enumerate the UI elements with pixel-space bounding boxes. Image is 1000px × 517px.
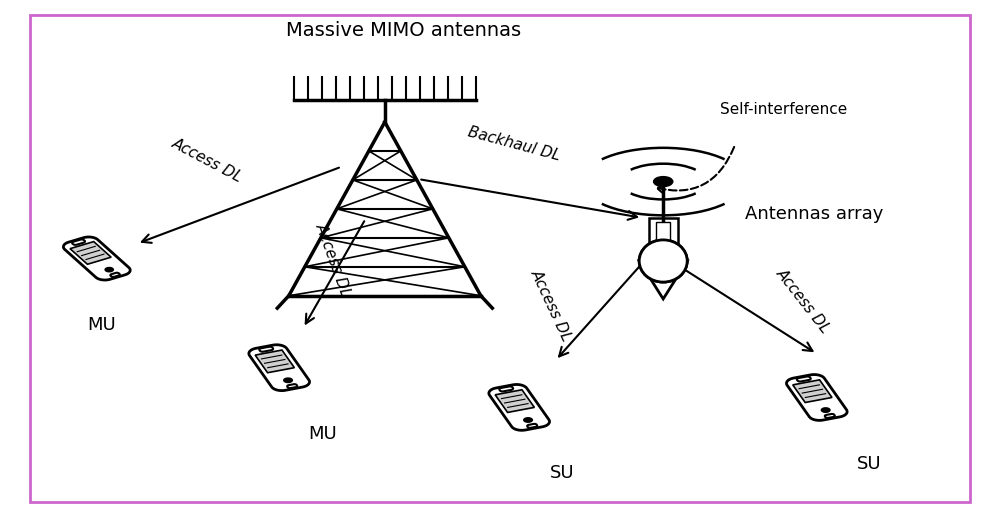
Polygon shape <box>825 414 835 418</box>
Text: Access DL: Access DL <box>774 266 833 336</box>
Polygon shape <box>489 385 550 430</box>
Polygon shape <box>72 239 85 245</box>
Polygon shape <box>287 384 297 388</box>
Circle shape <box>821 408 830 412</box>
Ellipse shape <box>639 240 687 282</box>
Circle shape <box>654 177 673 187</box>
Polygon shape <box>786 374 847 420</box>
Text: SU: SU <box>857 454 882 473</box>
Text: MU: MU <box>308 425 337 443</box>
Text: Access DL: Access DL <box>528 267 575 344</box>
Polygon shape <box>249 345 310 391</box>
Polygon shape <box>70 241 111 264</box>
Polygon shape <box>110 273 120 277</box>
Text: Massive MIMO antennas: Massive MIMO antennas <box>286 21 522 40</box>
Polygon shape <box>495 390 534 413</box>
Polygon shape <box>793 380 832 403</box>
Text: Access DL: Access DL <box>313 220 353 298</box>
Text: MU: MU <box>87 315 116 333</box>
Polygon shape <box>639 261 687 299</box>
Polygon shape <box>797 376 811 382</box>
Text: Access DL: Access DL <box>169 135 245 185</box>
Circle shape <box>105 267 113 272</box>
Ellipse shape <box>639 240 687 282</box>
Text: Backhaul DL: Backhaul DL <box>467 124 562 163</box>
Bar <box>656 222 670 241</box>
Circle shape <box>284 378 292 383</box>
Text: Antennas array: Antennas array <box>745 205 883 223</box>
Polygon shape <box>259 347 273 352</box>
Text: SU: SU <box>550 464 575 482</box>
Text: Self-interference: Self-interference <box>720 102 847 117</box>
Circle shape <box>524 418 532 422</box>
Polygon shape <box>255 350 294 373</box>
Bar <box>649 218 678 245</box>
Polygon shape <box>63 237 130 280</box>
Polygon shape <box>527 424 537 428</box>
Polygon shape <box>499 386 513 391</box>
